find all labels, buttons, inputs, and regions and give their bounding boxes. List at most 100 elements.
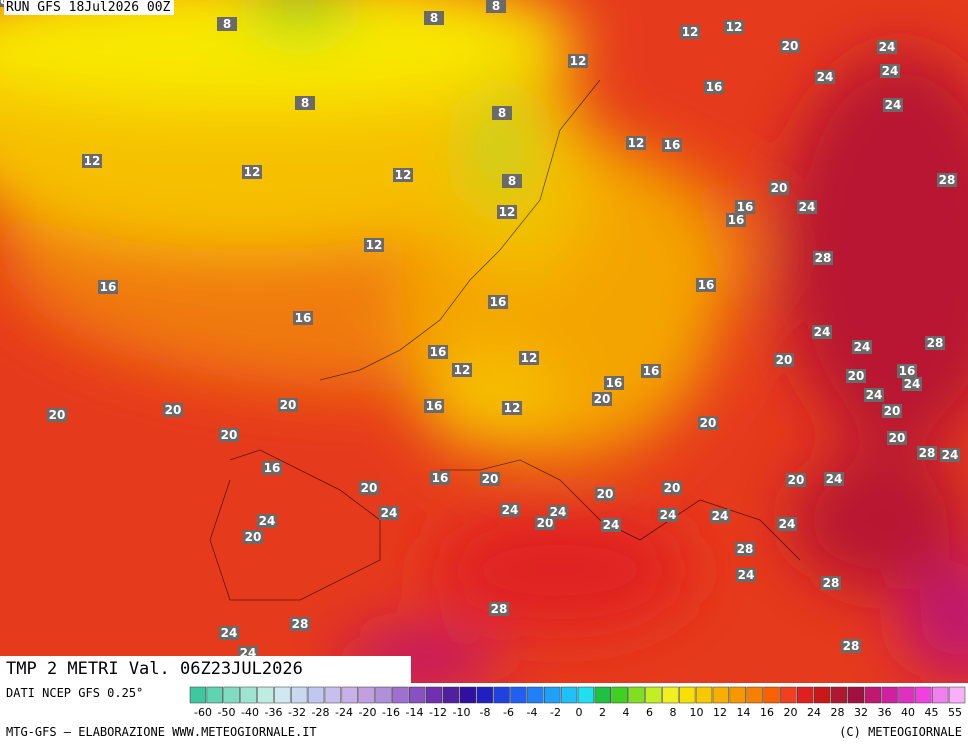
colorbar-swatch [257, 686, 274, 704]
colorbar-label: -14 [406, 706, 424, 719]
colorbar-label: -32 [288, 706, 306, 719]
contour-label: 24 [866, 388, 883, 402]
contour-label: 16 [706, 80, 723, 94]
colorbar-label: 20 [784, 706, 798, 719]
label-box [535, 516, 555, 530]
contour-label: 20 [776, 353, 793, 367]
contour-label: 24 [712, 509, 729, 523]
colorbar-swatch [527, 686, 544, 704]
label-box [880, 64, 900, 78]
label-box [864, 388, 884, 402]
contour-label: 28 [843, 639, 860, 653]
colorbar-label: 6 [646, 706, 653, 719]
contour-label: 16 [606, 376, 623, 390]
colorbar-label: 14 [737, 706, 751, 719]
contour-label: 24 [799, 200, 816, 214]
colorbar-label: 24 [807, 706, 821, 719]
label-box [925, 336, 945, 350]
colorbar-swatch [442, 686, 460, 704]
colorbar-label: 8 [670, 706, 677, 719]
contour-label: 8 [508, 174, 516, 188]
contour-label: 16 [432, 471, 449, 485]
contour-label: 28 [939, 173, 956, 187]
contour-label: 20 [889, 431, 906, 445]
colorbar-swatch [409, 686, 426, 704]
colorbar-swatch [425, 686, 443, 704]
colorbar-swatch [392, 686, 409, 704]
colorbar-swatch [375, 686, 392, 704]
label-box [379, 506, 399, 520]
label-box [293, 311, 313, 325]
contour-label: 20 [788, 473, 805, 487]
label-box [735, 542, 755, 556]
colorbar-swatch [797, 686, 814, 704]
contour-label: 24 [660, 508, 677, 522]
colorbar-swatch [510, 686, 527, 704]
label-box [480, 472, 500, 486]
label-box [662, 138, 682, 152]
label-box [257, 514, 277, 528]
colorbar-swatch [223, 686, 240, 704]
label-box [502, 174, 522, 188]
label-box [428, 345, 448, 359]
label-box [937, 173, 957, 187]
contour-label: 24 [942, 448, 959, 462]
colorbar-label: -2 [550, 706, 561, 719]
label-box [486, 0, 506, 13]
label-box [852, 340, 872, 354]
label-box [519, 351, 539, 365]
label-box [359, 481, 379, 495]
contour-label: 16 [430, 345, 447, 359]
colorbar-label: 40 [901, 706, 915, 719]
colorbar-swatch [189, 686, 207, 704]
contour-label: 20 [597, 487, 614, 501]
contour-label: 20 [221, 428, 238, 442]
label-box [882, 404, 902, 418]
colorbar-swatch [341, 686, 358, 704]
footer-right: (C) METEOGIORNALE [839, 725, 962, 739]
colorbar-swatch [932, 686, 949, 704]
colorbar-label: 45 [925, 706, 939, 719]
colorbar-swatch [847, 686, 865, 704]
contour-label: 20 [664, 481, 681, 495]
contour-label: 20 [594, 392, 611, 406]
label-box [290, 617, 310, 631]
label-box [769, 181, 789, 195]
run-info: RUN GFS 18Jul2026 00Z [4, 0, 175, 15]
contour-label: 16 [295, 311, 312, 325]
label-box [724, 20, 744, 34]
label-box [502, 401, 522, 415]
contour-label: 28 [815, 251, 832, 265]
contour-label: 16 [426, 399, 443, 413]
contour-label: 12 [366, 238, 383, 252]
map-title: TMP 2 METRI Val. 06Z23JUL2026 [0, 656, 411, 683]
contour-label: 12 [454, 363, 471, 377]
contour-label: 24 [381, 506, 398, 520]
contour-label: 20 [280, 398, 297, 412]
colorbar-swatch [780, 686, 797, 704]
contour-label: 24 [221, 626, 238, 640]
label-box [424, 399, 444, 413]
label-box [726, 213, 746, 227]
contour-label: 24 [854, 340, 871, 354]
label-box [917, 446, 937, 460]
contour-label: 8 [430, 11, 438, 25]
label-box [243, 530, 263, 544]
contour-label: 20 [482, 472, 499, 486]
label-box [883, 98, 903, 112]
label-box [295, 96, 315, 110]
label-box [821, 576, 841, 590]
label-box [500, 503, 520, 517]
contour-label: 28 [823, 576, 840, 590]
contour-label: 16 [264, 461, 281, 475]
label-box [710, 509, 730, 523]
contour-label: 20 [848, 369, 865, 383]
label-box [626, 136, 646, 150]
colorbar-swatch [712, 686, 730, 704]
label-box [877, 40, 897, 54]
label-box [704, 80, 724, 94]
contour-label: 24 [826, 472, 843, 486]
contour-label: 8 [492, 0, 500, 13]
colorbar-swatch [628, 686, 645, 704]
